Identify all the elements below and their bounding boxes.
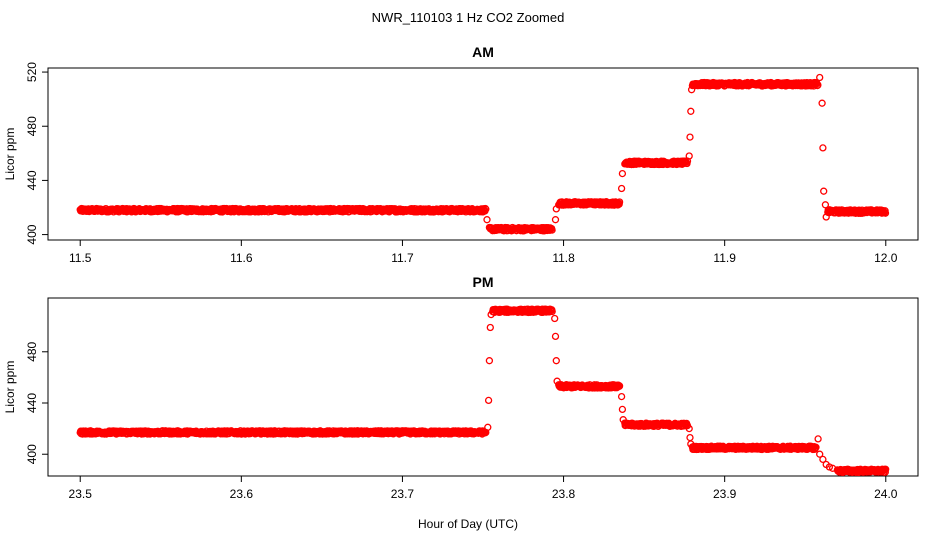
y-tick-label: 520 (25, 62, 39, 82)
data-point (552, 357, 560, 365)
data-point (828, 464, 837, 472)
figure-x-axis-label: Hour of Day (UTC) (418, 517, 518, 531)
data-point (484, 423, 492, 431)
x-tick-label: 12.0 (874, 251, 898, 265)
data-point (881, 468, 889, 476)
data-point (485, 357, 494, 365)
y-tick-label: 440 (25, 393, 39, 413)
data-point (687, 440, 695, 448)
x-tick-label: 23.6 (230, 487, 254, 501)
panel-pm: PM 23.5 23.6 23.7 23.8 23.9 24.0 400 440 480 Licor… (3, 274, 919, 501)
y-tick-label: 400 (25, 444, 39, 464)
data-point (553, 377, 561, 385)
data-point (812, 443, 820, 451)
panel-am: AM 11.5 11.6 11.7 11.8 11.9 12.0 400 440 480 520 Li… (3, 44, 919, 265)
x-tick-label: 11.8 (552, 251, 575, 265)
data-point (687, 86, 696, 94)
plot-frame (47, 67, 919, 241)
y-tick-label: 480 (25, 116, 39, 136)
data-point (820, 187, 828, 195)
data-point (882, 465, 890, 473)
panels: AM 11.5 11.6 11.7 11.8 11.9 12.0 400 440 480 520 Li… (3, 44, 919, 501)
data-point (548, 226, 556, 234)
data-point (487, 310, 495, 319)
x-tick-label: 11.6 (230, 251, 253, 265)
data-point (686, 433, 694, 442)
data-point (685, 424, 693, 433)
data-point (819, 455, 827, 464)
data-point (618, 405, 627, 414)
x-tick-label: 11.5 (69, 251, 92, 265)
y-axis-label: Licor ppm (3, 128, 17, 181)
figure-title: NWR_110103 1 Hz CO2 Zoomed (372, 10, 565, 25)
x-tick-label: 23.7 (391, 487, 415, 501)
x-tick-label: 23.9 (713, 487, 737, 501)
data-point (685, 152, 693, 160)
data-point (819, 144, 827, 152)
data-point (551, 216, 560, 224)
data-point (881, 209, 890, 217)
data-points (76, 73, 890, 235)
data-point (816, 450, 824, 458)
x-tick-label: 23.8 (552, 487, 576, 501)
data-point (687, 107, 695, 115)
y-axis-label: Licor ppm (3, 361, 17, 414)
data-point (551, 332, 560, 341)
x-tick-label: 24.0 (874, 487, 898, 501)
data-point (816, 73, 824, 82)
panel-title: AM (472, 44, 494, 60)
x-tick-label: 11.7 (391, 251, 414, 265)
data-point (686, 133, 694, 141)
data-point (617, 392, 626, 401)
data-point (548, 307, 556, 316)
data-point (821, 201, 830, 209)
plot-frame (47, 297, 919, 477)
data-point (619, 416, 627, 424)
data-point (618, 169, 627, 178)
data-point (484, 396, 493, 405)
x-tick-label: 23.5 (69, 487, 93, 501)
data-point (551, 314, 559, 323)
data-point (818, 99, 826, 107)
data-point (482, 205, 490, 213)
y-tick-label: 400 (25, 224, 39, 244)
x-tick-label: 11.9 (713, 251, 736, 265)
data-points (76, 305, 890, 477)
data-point (822, 213, 830, 221)
y-tick-label: 440 (25, 170, 39, 190)
y-tick-label: 480 (25, 341, 39, 361)
data-point (615, 382, 624, 390)
data-point (552, 205, 560, 213)
data-point (483, 216, 491, 224)
data-point (814, 435, 822, 443)
data-point (814, 81, 822, 89)
data-point (615, 198, 624, 206)
data-point (617, 184, 626, 193)
panel-title: PM (473, 274, 494, 290)
data-point (486, 323, 494, 332)
